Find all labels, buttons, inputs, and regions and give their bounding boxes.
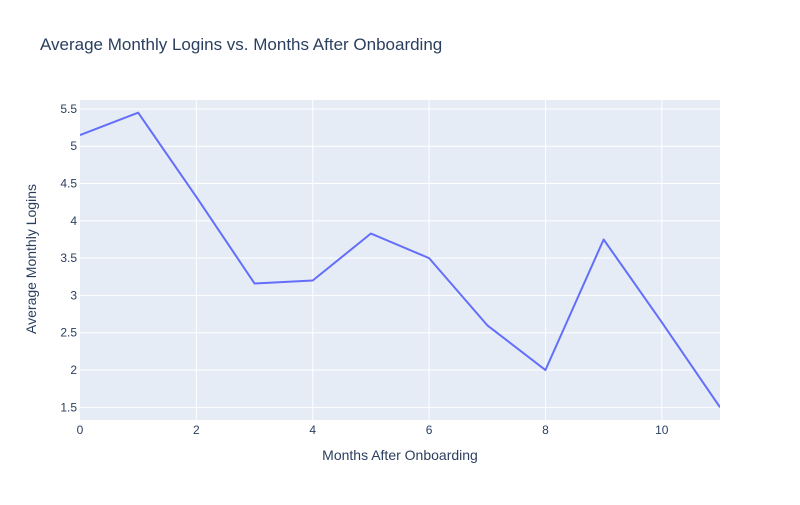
y-tick-label: 2.5: [60, 326, 77, 340]
x-tick-label: 6: [426, 423, 433, 437]
y-tick-label: 1.5: [60, 400, 77, 414]
x-axis-title: Months After Onboarding: [322, 447, 478, 463]
x-tick-label: 2: [193, 423, 200, 437]
x-tick-label: 8: [542, 423, 549, 437]
series-layer: [80, 111, 720, 408]
y-tick-label: 4: [70, 214, 77, 228]
y-tick-label: 3: [70, 288, 77, 302]
y-axis-ticks: 1.5 2 2.5 3 3.5 4 4.5 5 5.5: [60, 102, 77, 414]
series-line: [80, 111, 720, 408]
x-tick-label: 4: [309, 423, 316, 437]
x-axis-ticks: 0 2 4 6 8 10: [77, 423, 669, 437]
x-gridlines: [195, 100, 663, 420]
plot-area: [80, 100, 720, 420]
y-tick-label: 5.5: [60, 102, 77, 116]
y-axis-title: Average Monthly Logins: [23, 184, 39, 334]
x-tick-label: 10: [655, 423, 669, 437]
y-tick-label: 4.5: [60, 177, 77, 191]
x-tick-label: 0: [77, 423, 84, 437]
y-tick-label: 5: [70, 139, 77, 153]
chart-title: Average Monthly Logins vs. Months After …: [40, 35, 442, 54]
y-gridlines: [80, 108, 720, 408]
y-tick-label: 3.5: [60, 251, 77, 265]
y-tick-label: 2: [70, 363, 77, 377]
